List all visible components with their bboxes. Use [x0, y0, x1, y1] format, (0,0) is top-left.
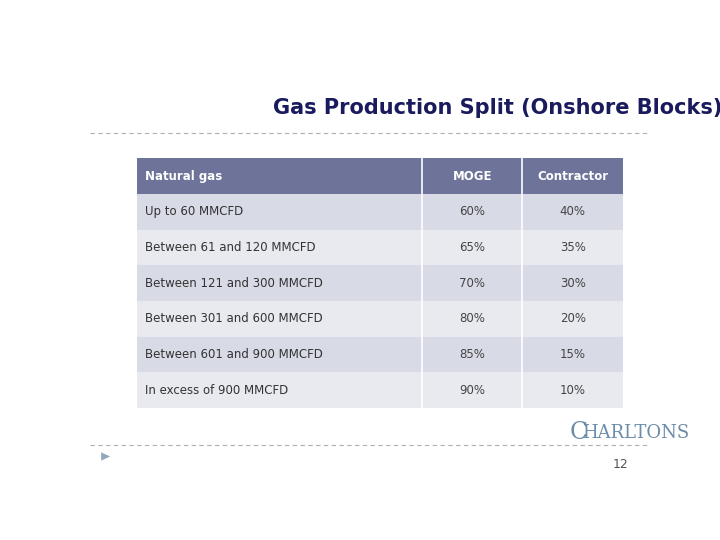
Text: 65%: 65% — [459, 241, 485, 254]
Text: Natural gas: Natural gas — [145, 170, 222, 183]
Text: 10%: 10% — [559, 383, 585, 396]
Text: Between 301 and 600 MMCFD: Between 301 and 600 MMCFD — [145, 312, 323, 325]
Text: C: C — [570, 421, 588, 444]
Bar — [138, 194, 623, 230]
Text: 70%: 70% — [459, 276, 485, 289]
Bar — [138, 230, 623, 265]
Text: 40%: 40% — [559, 205, 585, 218]
Text: Up to 60 MMCFD: Up to 60 MMCFD — [145, 205, 243, 218]
Text: 12: 12 — [613, 458, 629, 471]
Text: 90%: 90% — [459, 383, 485, 396]
Bar — [138, 158, 623, 194]
Polygon shape — [101, 453, 110, 461]
Text: Gas Production Split (Onshore Blocks): Gas Production Split (Onshore Blocks) — [273, 98, 720, 118]
Text: 60%: 60% — [459, 205, 485, 218]
Text: 85%: 85% — [459, 348, 485, 361]
Text: Between 601 and 900 MMCFD: Between 601 and 900 MMCFD — [145, 348, 323, 361]
Text: HARLTONS: HARLTONS — [582, 424, 690, 442]
Bar — [138, 372, 623, 408]
Text: 20%: 20% — [559, 312, 585, 325]
Text: Between 121 and 300 MMCFD: Between 121 and 300 MMCFD — [145, 276, 323, 289]
Text: MOGE: MOGE — [452, 170, 492, 183]
Bar — [138, 265, 623, 301]
Text: 80%: 80% — [459, 312, 485, 325]
Bar — [138, 301, 623, 336]
Bar — [138, 336, 623, 372]
Text: 30%: 30% — [559, 276, 585, 289]
Text: 35%: 35% — [559, 241, 585, 254]
Text: Contractor: Contractor — [537, 170, 608, 183]
Text: Between 61 and 120 MMCFD: Between 61 and 120 MMCFD — [145, 241, 315, 254]
Text: In excess of 900 MMCFD: In excess of 900 MMCFD — [145, 383, 288, 396]
Text: 15%: 15% — [559, 348, 585, 361]
